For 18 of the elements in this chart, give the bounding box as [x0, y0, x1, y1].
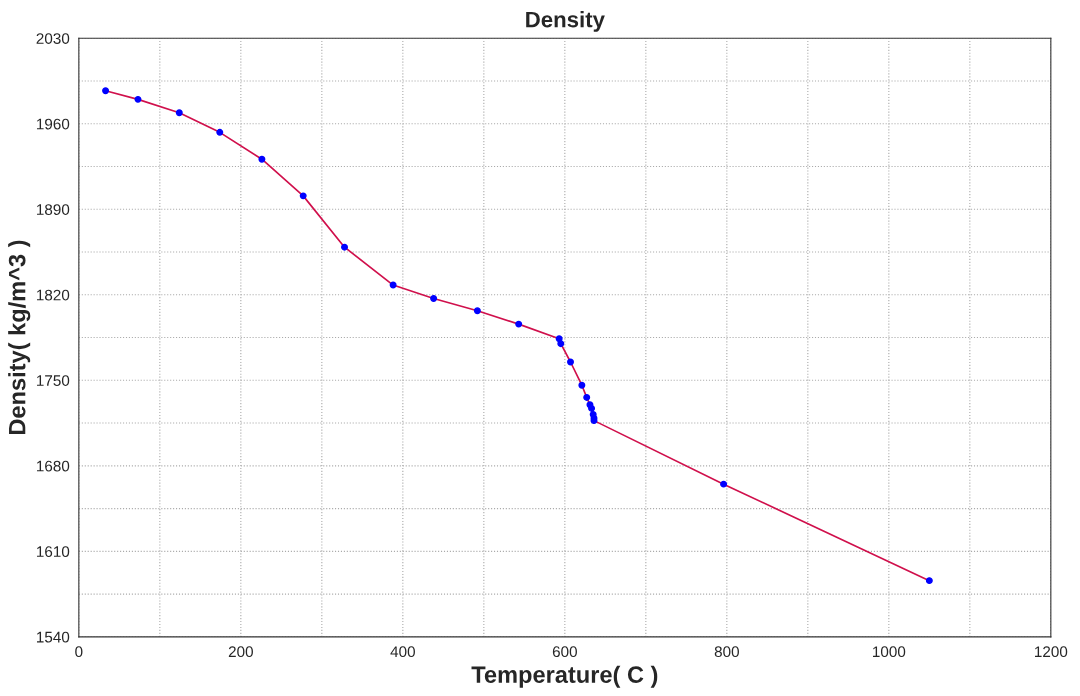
y-tick-label: 2030 — [36, 33, 70, 44]
x-tick-label: 800 — [714, 646, 739, 658]
x-tick-label: 400 — [390, 646, 415, 658]
x-tick-label: 1000 — [873, 646, 906, 658]
x-axis-title: Temperature( C ) — [471, 665, 658, 688]
x-tick-label: 0 — [75, 646, 83, 658]
y-axis-title: Density( kg/m^3 ) — [8, 240, 31, 435]
y-tick-label: 1820 — [36, 289, 70, 301]
y-tick-label: 1540 — [36, 631, 70, 643]
y-tick-label: 1890 — [36, 204, 70, 215]
x-tick-label: 600 — [552, 646, 577, 658]
y-tick-label: 1960 — [36, 118, 70, 130]
x-tick-label: 1200 — [1035, 646, 1068, 658]
chart-title: Density — [526, 11, 605, 32]
y-tick-label: 1750 — [36, 375, 70, 386]
y-tick-label: 1680 — [36, 460, 70, 472]
x-tick-label: 200 — [228, 646, 253, 658]
y-tick-label: 1610 — [36, 546, 70, 558]
